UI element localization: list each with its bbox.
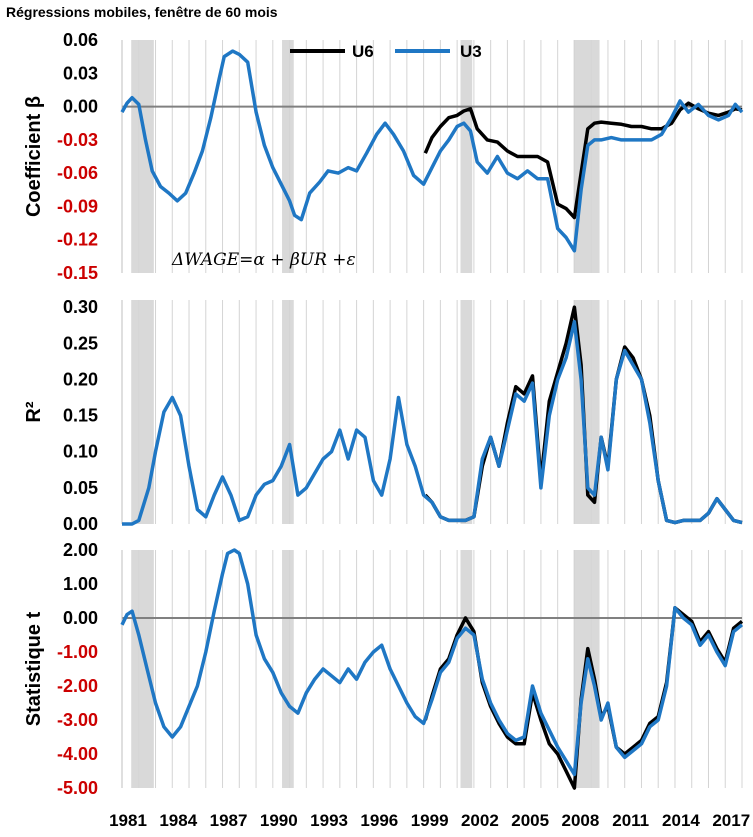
x-tick-label: 2011 xyxy=(612,811,649,830)
recession-band xyxy=(460,550,473,788)
x-tick-label: 1987 xyxy=(210,811,248,830)
y-tick-label: 0.00 xyxy=(63,97,98,117)
recession-band xyxy=(460,40,473,273)
y-tick-label: 2.00 xyxy=(63,540,98,560)
y-tick-label: -4.00 xyxy=(57,744,98,764)
x-tick-label: 1993 xyxy=(310,811,348,830)
recession-band xyxy=(282,40,294,273)
y-axis-label: Coefficient β xyxy=(23,96,45,217)
recession-band xyxy=(282,300,294,524)
y-tick-label: -0.12 xyxy=(57,230,98,250)
x-tick-label: 1984 xyxy=(159,811,197,830)
series-line-u3 xyxy=(122,319,743,526)
y-tick-label: -5.00 xyxy=(57,778,98,798)
recession-band xyxy=(131,40,154,273)
y-tick-label: 0.30 xyxy=(63,297,98,317)
x-tick-label: 1981 xyxy=(109,811,147,830)
panel-beta: 0.06 0.03 0.00 -0.03 -0.06 -0.09 -0.12 -0.15 Coe… xyxy=(23,30,744,283)
x-tick-label: 2008 xyxy=(562,811,600,830)
y-tick-label: 0.25 xyxy=(63,333,98,353)
y-tick-label: 0.15 xyxy=(63,406,98,426)
y-tick-label: -0.03 xyxy=(57,130,98,150)
y-tick-label: -0.06 xyxy=(57,163,98,183)
y-tick-label: 0.10 xyxy=(63,442,98,462)
y-axis-label: R² xyxy=(23,401,45,422)
y-tick-label: 0.05 xyxy=(63,478,98,498)
regression-equation: ΔWAGE=α + βUR +ε xyxy=(171,250,356,270)
x-tick-label: 2005 xyxy=(511,811,549,830)
x-tick-label: 1990 xyxy=(260,811,298,830)
x-tick-label: 1999 xyxy=(411,811,449,830)
recession-band xyxy=(131,550,154,788)
y-tick-label: -2.00 xyxy=(57,676,98,696)
y-tick-label: 0.00 xyxy=(63,608,98,628)
x-tick-label: 2017 xyxy=(712,811,750,830)
recession-band xyxy=(460,300,473,524)
recession-band xyxy=(282,550,294,788)
y-tick-label: 0.03 xyxy=(63,63,98,83)
legend-label-u6: U6 xyxy=(352,42,374,61)
legend-label-u3: U3 xyxy=(460,42,482,61)
y-tick-label: -1.00 xyxy=(57,642,98,662)
chart-title: Régressions mobiles, fenêtre de 60 mois xyxy=(6,4,278,20)
y-tick-label: 0.20 xyxy=(63,369,98,389)
x-tick-label: 2014 xyxy=(662,811,700,830)
y-tick-label: 0.00 xyxy=(63,514,98,534)
x-tick-label: 1996 xyxy=(360,811,398,830)
series-line-u3 xyxy=(120,548,744,777)
y-tick-label: -3.00 xyxy=(57,710,98,730)
panel-r2: 0.30 0.25 0.20 0.15 0.10 0.05 0.00 R² xyxy=(23,297,743,534)
y-axis-label: Statistique t xyxy=(23,611,45,726)
series-line-u3 xyxy=(120,49,744,253)
x-tick-label: 2002 xyxy=(461,811,499,830)
y-tick-label: -0.15 xyxy=(57,263,98,283)
y-tick-label: -0.09 xyxy=(57,196,98,216)
recession-band xyxy=(131,300,154,524)
series-line-u6 xyxy=(423,101,743,220)
y-tick-label: 1.00 xyxy=(63,574,98,594)
y-tick-label: 0.06 xyxy=(63,30,98,50)
panel-tstat: 2.00 1.00 0.00 -1.00 -2.00 -3.00 -4.00 -5.00 Sta… xyxy=(23,540,744,798)
